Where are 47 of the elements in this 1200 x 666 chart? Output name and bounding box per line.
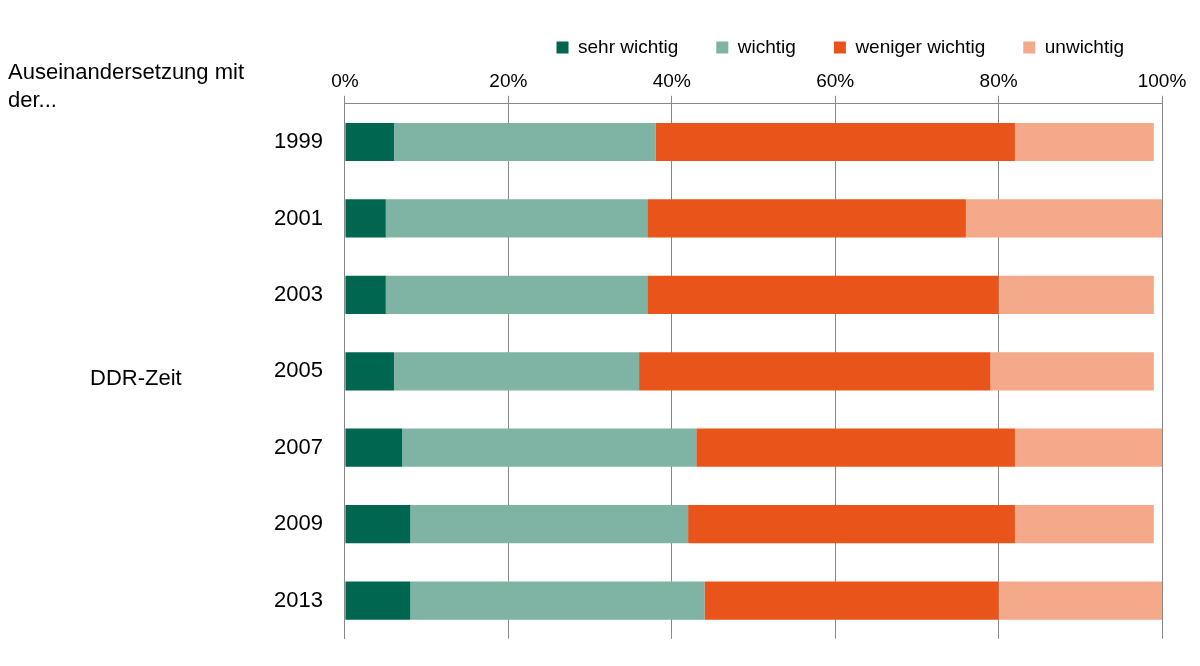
legend-label: wichtig: [736, 35, 796, 57]
bar: [345, 581, 411, 620]
bar: [345, 352, 394, 391]
y-tick-label: 2007: [273, 433, 323, 459]
bar: [385, 275, 648, 314]
y-tick-label: 2003: [273, 280, 323, 306]
bar: [1014, 122, 1154, 162]
bar: [345, 275, 386, 314]
x-tick-label: 60%: [816, 69, 855, 91]
x-tick-label: 100%: [1137, 69, 1187, 91]
bar: [647, 199, 966, 238]
bar: [696, 428, 1015, 467]
text: DDR-Zeit: [90, 365, 182, 390]
y-tick-label: 2009: [273, 510, 323, 536]
legend-label: unwichtig: [1044, 35, 1125, 57]
bar: [990, 352, 1154, 391]
bar: [1014, 428, 1162, 467]
x-tick-label: 20%: [489, 69, 528, 91]
y-tick-label: 1999: [273, 128, 323, 154]
bar: [345, 122, 394, 162]
x-tick-label: 40%: [652, 69, 691, 91]
bar: [345, 505, 411, 544]
bar: [965, 199, 1162, 238]
bar: [704, 581, 999, 620]
bar: [393, 122, 656, 162]
bar: [345, 199, 386, 238]
bar: [402, 428, 697, 467]
bar: [393, 352, 640, 391]
legend-label: sehr wichtig: [578, 35, 679, 57]
bar: [688, 505, 1015, 544]
bar: [410, 581, 705, 620]
bar: [410, 505, 689, 544]
y-tick-label: 2013: [273, 586, 323, 612]
x-tick-label: 0%: [331, 69, 359, 91]
bar: [1014, 505, 1154, 544]
y-tick-label: 2001: [273, 204, 323, 230]
legend-label: weniger wichtig: [854, 35, 986, 57]
y-tick-label: 2005: [273, 357, 323, 383]
x-tick-label: 80%: [979, 69, 1018, 91]
bar: [998, 581, 1162, 620]
bar: [655, 122, 1015, 162]
bar: [998, 275, 1154, 314]
bar: [345, 428, 403, 467]
bar: [639, 352, 991, 391]
text: Auseinandersetzung mit der...: [8, 58, 246, 114]
bar: [385, 199, 648, 238]
bar: [647, 275, 999, 314]
